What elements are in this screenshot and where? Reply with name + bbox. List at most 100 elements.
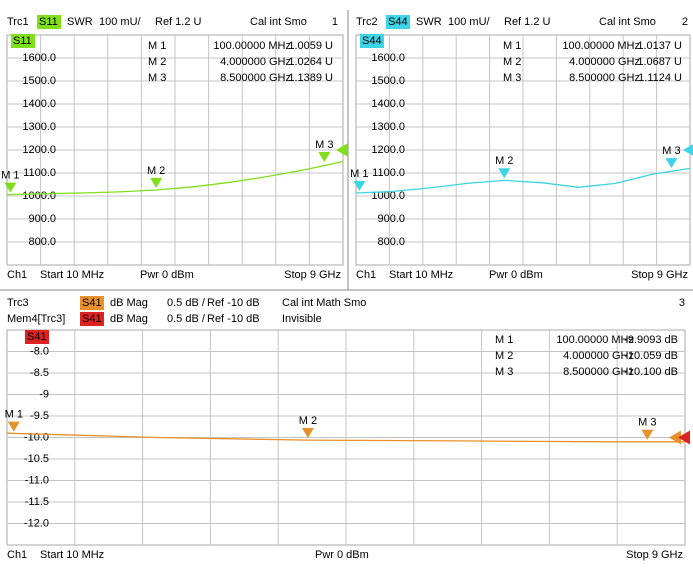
- y-tick-label: 1300.0: [371, 121, 405, 133]
- stop-label: Stop 9 GHz: [631, 269, 688, 281]
- y-tick-label: 1300.0: [22, 121, 56, 133]
- trace-box: [11, 34, 35, 48]
- y-tick-label: -9: [39, 388, 49, 400]
- power-label: Pwr 0 dBm: [140, 269, 194, 281]
- marker-table-name: M 3: [503, 72, 521, 84]
- y-tick-label: -12.0: [24, 517, 49, 529]
- marker: [301, 428, 314, 439]
- y-tick-label: -8.0: [30, 345, 49, 357]
- y-tick-label: 1100.0: [23, 167, 56, 179]
- trace-box-label: S41: [27, 331, 47, 343]
- trace-name: Trc2: [356, 16, 378, 28]
- status: Cal int Smo: [599, 16, 656, 28]
- parameter: S44: [388, 16, 408, 28]
- marker-table-x: 4.000000 GHz: [220, 56, 291, 68]
- marker-table-name: M 3: [148, 72, 166, 84]
- parameter: S41: [82, 297, 102, 309]
- marker-table-value: -10.100 dB: [624, 366, 678, 378]
- ref-arrow: [683, 144, 693, 156]
- format: dB Mag: [110, 313, 148, 325]
- marker-name: M 1: [350, 168, 368, 180]
- y-tick-label: 1500.0: [371, 75, 405, 87]
- scale: 100 mU/: [99, 16, 142, 28]
- parameter-box: [386, 15, 410, 29]
- marker: [318, 152, 331, 163]
- ref-label: Ref -10 dB: [207, 313, 260, 325]
- marker: [498, 168, 511, 179]
- y-tick-label: 900.0: [28, 213, 56, 225]
- format: dB Mag: [110, 297, 148, 309]
- format: SWR: [416, 16, 442, 28]
- y-tick-label: 1400.0: [371, 98, 405, 110]
- parameter: S11: [39, 16, 58, 28]
- marker-table-name: M 1: [503, 40, 521, 52]
- y-tick-label: 1600.0: [371, 52, 405, 64]
- parameter-box: [80, 296, 104, 310]
- ref-label: Ref 1.2 U: [155, 16, 202, 28]
- trace-box: [25, 330, 49, 344]
- marker-table-x: 100.00000 MHz: [562, 40, 640, 52]
- y-tick-label: -10.5: [24, 453, 49, 465]
- channel: Ch1: [356, 269, 376, 281]
- power-label: Pwr 0 dBm: [489, 269, 543, 281]
- y-tick-label: -8.5: [30, 367, 49, 379]
- marker-name: M 2: [299, 415, 317, 427]
- ref-arrow: [678, 430, 690, 445]
- window-number: 2: [682, 16, 688, 28]
- y-tick-label: 1200.0: [22, 144, 56, 156]
- marker-table-name: M 2: [495, 350, 513, 362]
- format: SWR: [67, 16, 93, 28]
- y-tick-label: 1200.0: [371, 144, 405, 156]
- marker: [641, 429, 654, 440]
- status: Cal int Math Smo: [282, 297, 366, 309]
- power-label: Pwr 0 dBm: [315, 549, 369, 561]
- ref-arrow: [336, 143, 348, 157]
- marker-table-value: 1.1124 U: [638, 72, 682, 84]
- y-tick-label: 800.0: [377, 236, 405, 248]
- window-number: 3: [679, 297, 685, 309]
- channel: Ch1: [7, 549, 27, 561]
- parameter: S41: [82, 313, 102, 325]
- marker-table-value: -10.059 dB: [624, 350, 678, 362]
- marker-table-x: 4.000000 GHz: [569, 56, 640, 68]
- marker-table-x: 100.00000 MHz: [213, 40, 291, 52]
- marker-table-x: 100.00000 MHz: [556, 334, 634, 346]
- marker-table-name: M 3: [495, 366, 513, 378]
- status: Invisible: [282, 313, 322, 325]
- ref-label: Ref 1.2 U: [504, 16, 551, 28]
- marker-table-value: 1.0687 U: [637, 56, 682, 68]
- marker-table-x: 8.500000 GHz: [563, 366, 634, 378]
- trace-box-label: S11: [13, 35, 32, 47]
- marker-table-x: 8.500000 GHz: [569, 72, 640, 84]
- y-tick-label: 1500.0: [22, 75, 56, 87]
- marker-table-value: 1.0137 U: [637, 40, 682, 52]
- marker: [353, 180, 366, 191]
- marker-name: M 2: [495, 155, 513, 167]
- trace-name: Trc1: [7, 16, 29, 28]
- marker-table-name: M 2: [148, 56, 166, 68]
- marker-name: M 3: [638, 417, 656, 429]
- ref-label: Ref -10 dB: [207, 297, 260, 309]
- marker-table-value: 1.1389 U: [288, 72, 333, 84]
- y-tick-label: 900.0: [377, 213, 405, 225]
- marker-table-value: 1.0264 U: [288, 56, 333, 68]
- scale: 100 mU/: [448, 16, 491, 28]
- marker: [150, 177, 163, 188]
- scale: 0.5 dB /: [167, 297, 206, 309]
- trace-line: [6, 160, 344, 196]
- scale: 0.5 dB /: [167, 313, 206, 325]
- y-tick-label: 800.0: [28, 236, 56, 248]
- y-tick-label: 1100.0: [372, 167, 405, 179]
- trace-name: Mem4[Trc3]: [7, 313, 65, 325]
- y-tick-label: 1600.0: [22, 52, 56, 64]
- window-number: 1: [332, 16, 338, 28]
- marker-name: M 1: [1, 170, 19, 182]
- y-tick-label: -11.0: [25, 474, 49, 486]
- parameter-box: [80, 312, 104, 326]
- y-tick-label: -9.5: [30, 410, 49, 422]
- marker: [7, 421, 20, 432]
- marker-table-x: 4.000000 GHz: [563, 350, 634, 362]
- trace-box: [360, 34, 384, 48]
- ref-arrow: [669, 430, 681, 445]
